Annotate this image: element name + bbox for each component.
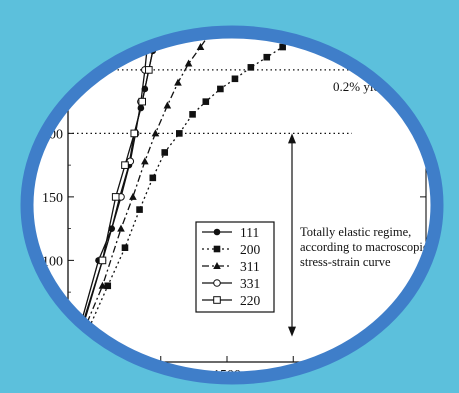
data-point-200 bbox=[231, 75, 239, 83]
data-point-200 bbox=[202, 98, 210, 105]
data-point-200 bbox=[136, 206, 143, 213]
data-point-200 bbox=[247, 64, 255, 71]
data-point-200 bbox=[121, 244, 129, 251]
data-point-200 bbox=[161, 149, 169, 156]
legend-label-331: 331 bbox=[240, 276, 260, 291]
data-point-311 bbox=[163, 101, 172, 109]
data-point-311 bbox=[174, 78, 182, 86]
legend-label-111: 111 bbox=[240, 225, 259, 240]
data-point-220 bbox=[111, 193, 120, 201]
data-point-200 bbox=[217, 85, 224, 93]
y-tick-label: 150 bbox=[42, 191, 63, 206]
data-point-220 bbox=[145, 66, 153, 74]
series-line-200 bbox=[84, 32, 345, 337]
legend-label-200: 200 bbox=[240, 242, 261, 257]
elastic-regime-arrow-head-top bbox=[288, 133, 296, 144]
data-point-311 bbox=[117, 224, 125, 232]
series-line-220 bbox=[77, 32, 186, 337]
data-point-311 bbox=[98, 281, 107, 289]
data-point-220 bbox=[138, 97, 146, 106]
legend-marker-220 bbox=[213, 296, 221, 304]
data-point-200 bbox=[189, 111, 196, 118]
data-point-311 bbox=[196, 43, 205, 51]
legend-marker-111 bbox=[213, 228, 221, 236]
data-point-200 bbox=[149, 174, 157, 182]
data-point-220 bbox=[130, 129, 139, 138]
data-point-220 bbox=[98, 256, 107, 265]
data-point-200 bbox=[279, 43, 286, 51]
legend-marker-331 bbox=[213, 279, 221, 287]
data-point-200 bbox=[263, 53, 271, 61]
data-point-311 bbox=[184, 59, 193, 67]
annotation-text-line: according to macroscopic bbox=[300, 240, 429, 254]
legend-box bbox=[195, 221, 275, 313]
legend-marker-200 bbox=[213, 245, 221, 253]
elastic-regime-arrow-head-bottom bbox=[288, 326, 296, 337]
data-point-200 bbox=[176, 130, 183, 137]
data-point-311 bbox=[151, 129, 160, 137]
oval-frame bbox=[20, 25, 444, 385]
data-point-311 bbox=[141, 157, 149, 165]
y-tick-label: 100 bbox=[42, 254, 63, 269]
legend-label-311: 311 bbox=[240, 259, 260, 274]
series-line-331 bbox=[79, 32, 166, 337]
data-point-200 bbox=[104, 282, 112, 290]
legend-marker-311 bbox=[213, 262, 221, 269]
annotation-text-line: stress-strain curve bbox=[300, 255, 391, 269]
legend-label-220: 220 bbox=[240, 293, 261, 308]
data-point-311 bbox=[129, 192, 137, 200]
data-point-220 bbox=[121, 161, 129, 169]
series-line-311 bbox=[80, 32, 276, 337]
annotation-text-line: Totally elastic regime, bbox=[300, 225, 411, 239]
